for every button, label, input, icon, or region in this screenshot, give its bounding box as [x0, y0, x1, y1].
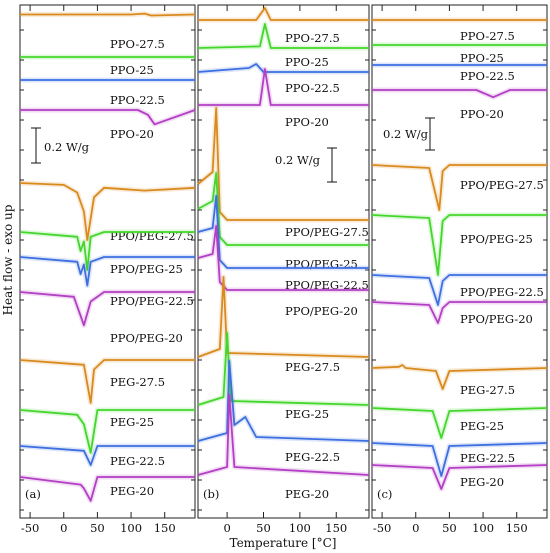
series-label: PPO-27.5	[460, 29, 515, 43]
series-line	[371, 464, 548, 490]
series-label: PEG-22.5	[110, 454, 165, 468]
series-label: PPO-20	[285, 115, 329, 129]
series-line	[371, 364, 548, 390]
series-label: PPO/PEG-22.5	[110, 294, 194, 308]
x-tick-label: 100	[120, 521, 142, 535]
series-line	[197, 276, 370, 358]
series-label: PPO-27.5	[110, 37, 165, 51]
panel-b: 0 50 100 150 PPO-27.5 PPO-25 PPO-22.5 PPO-20 PPO…	[196, 4, 370, 535]
x-tick-label: 150	[506, 521, 528, 535]
series-label: PEG-22.5	[285, 450, 340, 464]
x-tick-label: -50	[373, 521, 392, 535]
series-line	[372, 89, 547, 99]
x-tick-label: 100	[289, 521, 311, 535]
series-label: PEG-20	[460, 475, 504, 489]
series-label: PPO/PEG-22.5	[285, 278, 369, 292]
series-label: PEG-22.5	[460, 451, 515, 465]
series-label: PPO/PEG-20	[460, 312, 533, 326]
x-tick-label: 150	[325, 521, 347, 535]
series-line	[198, 7, 369, 21]
series-line	[371, 407, 548, 439]
series-label: PPO-25	[285, 55, 329, 69]
series-label: PEG-27.5	[460, 383, 515, 397]
x-tick-label: 0	[60, 521, 67, 535]
scalebar-label: 0.2 W/g	[44, 140, 90, 154]
series-label: PPO-22.5	[460, 69, 515, 83]
series-line	[197, 225, 369, 291]
series-label: PPO/PEG-20	[285, 304, 358, 318]
series-label: PPO/PEG-27.5	[285, 225, 369, 239]
series-line	[371, 164, 547, 211]
x-tick-label: 0	[412, 521, 419, 535]
panel-label: (a)	[25, 487, 41, 501]
series-label: PPO/PEG-25	[110, 262, 183, 276]
plot-frame	[19, 4, 196, 519]
series-line	[197, 195, 369, 269]
series-label: PEG-27.5	[285, 360, 340, 374]
panel-c: -50 0 50 100 150 PPO-27.5 PPO-25 PPO-22.5 PPO-20…	[371, 4, 548, 535]
x-tick-label: 50	[90, 521, 105, 535]
plot-frame	[197, 4, 370, 519]
series-label: PEG-25	[110, 415, 154, 429]
panel-a: -50 0 50 100 150 PPO-27.5 PPO-25 PPO-22.5 PPO-20…	[19, 4, 196, 535]
x-tick-label: 100	[472, 521, 494, 535]
series-label: PPO/PEG-25	[460, 232, 533, 246]
series-line	[20, 12, 196, 17]
series-label: PEG-20	[285, 487, 329, 501]
series-halo	[20, 107, 196, 127]
series-line	[197, 360, 370, 442]
series-line	[197, 23, 369, 49]
series-line	[371, 214, 547, 276]
series-halo	[197, 21, 369, 51]
series-label: PPO-20	[460, 107, 504, 121]
series-line	[19, 476, 195, 502]
series-label: PPO/PEG-27.5	[460, 178, 544, 192]
x-axis-title: Temperature [°C]	[230, 536, 337, 550]
series-halo	[372, 87, 547, 100]
series-line	[197, 63, 369, 73]
series-line	[19, 445, 195, 466]
series-halo	[198, 5, 369, 23]
series-line	[19, 182, 196, 241]
series-label: PPO/PEG-22.5	[460, 285, 544, 299]
series-label: PPO-22.5	[285, 81, 340, 95]
series-label: PPO-25	[110, 63, 154, 77]
x-tick-label: 150	[154, 521, 176, 535]
series-line	[19, 291, 195, 327]
series-line	[371, 442, 548, 477]
plot-frame	[371, 4, 548, 519]
panel-label: (b)	[203, 487, 219, 501]
series-label: PEG-25	[285, 407, 329, 421]
series-label: PPO/PEG-20	[110, 331, 183, 345]
series-line	[19, 256, 195, 287]
series-label: PPO-20	[110, 127, 154, 141]
series-line	[197, 107, 369, 221]
series-line	[20, 109, 196, 126]
series-label: PPO-25	[460, 51, 504, 65]
series-line	[198, 68, 369, 106]
series-line	[197, 332, 370, 406]
series-label: PEG-20	[110, 484, 154, 498]
series-line	[197, 394, 370, 476]
x-tick-label: 50	[442, 521, 457, 535]
x-tick-label: 50	[256, 521, 271, 535]
series-line	[19, 409, 195, 454]
panel-label: (c)	[377, 487, 392, 501]
scalebar-label: 0.2 W/g	[275, 153, 321, 167]
series-line	[19, 231, 195, 271]
series-halo	[19, 357, 195, 406]
y-axis-title: Heat flow - exo up	[1, 204, 15, 315]
x-tick-label: 0	[223, 521, 230, 535]
series-label: PEG-25	[460, 419, 504, 433]
x-tick-label: -50	[21, 521, 40, 535]
series-line	[197, 172, 369, 246]
series-line	[371, 301, 547, 324]
series-label: PPO-27.5	[285, 31, 340, 45]
series-line	[371, 274, 547, 306]
series-label: PEG-27.5	[110, 375, 165, 389]
series-line	[19, 359, 195, 404]
scalebar-label: 0.2 W/g	[383, 127, 429, 141]
series-label: PPO-22.5	[110, 93, 165, 107]
